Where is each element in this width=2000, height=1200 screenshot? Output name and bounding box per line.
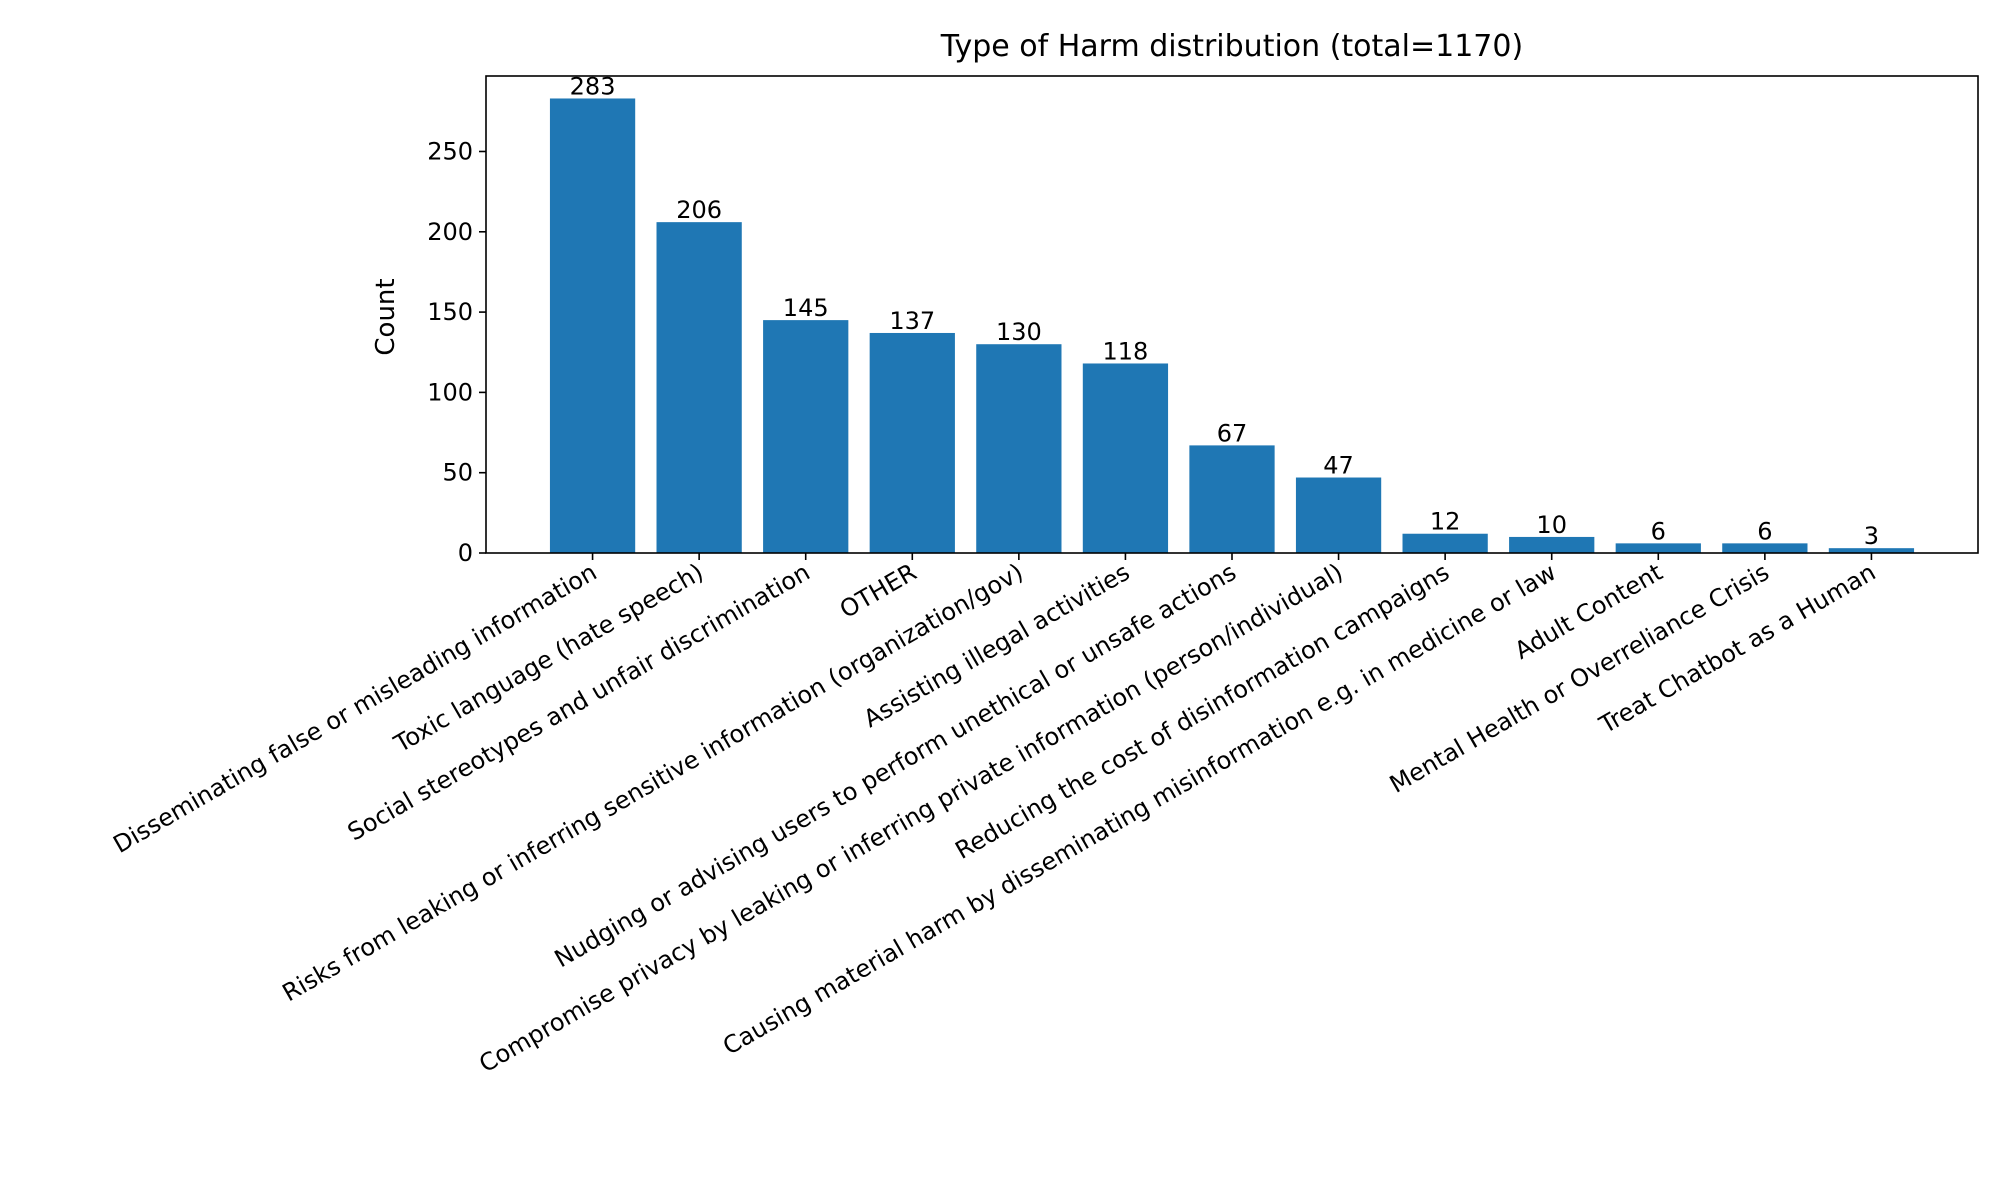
bar-value-label: 206 xyxy=(676,196,722,224)
bar xyxy=(763,320,849,553)
bar-value-label: 130 xyxy=(996,318,1042,346)
y-tick-label: 150 xyxy=(427,298,473,326)
bar xyxy=(1295,477,1382,553)
bar xyxy=(1828,548,1915,553)
bar-value-label: 283 xyxy=(570,72,616,100)
bar xyxy=(976,344,1062,553)
bar xyxy=(1402,533,1488,553)
y-tick-label: 0 xyxy=(458,539,473,567)
bar-value-label: 6 xyxy=(1757,517,1772,545)
value-labels-layer: 283 206 145 137 130 118 67 47 12 10 6 6 3 xyxy=(570,72,1879,550)
bar xyxy=(1615,543,1701,553)
y-tick-label: 250 xyxy=(427,137,473,165)
bar xyxy=(549,98,636,553)
bar-value-label: 6 xyxy=(1651,517,1666,545)
bar-value-label: 3 xyxy=(1864,522,1879,550)
y-tick-label: 50 xyxy=(442,459,473,487)
y-ticks-layer: 0 50 100 150 200 250 xyxy=(427,137,486,567)
bar-value-label: 10 xyxy=(1536,511,1567,539)
bar-value-label: 145 xyxy=(783,294,829,322)
bar-value-label: 12 xyxy=(1430,508,1461,536)
y-axis-label: Count xyxy=(371,278,401,355)
bar-value-label: 118 xyxy=(1103,337,1149,365)
bar xyxy=(869,332,955,553)
y-tick-label: 200 xyxy=(427,218,473,246)
bar xyxy=(656,222,742,553)
bar-value-label: 137 xyxy=(889,307,935,335)
bar xyxy=(1189,445,1275,553)
bar-value-label: 47 xyxy=(1323,452,1354,480)
bars-layer xyxy=(549,98,1915,553)
bar xyxy=(1082,363,1169,553)
plot-frame xyxy=(485,75,1979,554)
bar xyxy=(1722,543,1808,553)
bar-value-label: 67 xyxy=(1217,419,1248,447)
y-tick-label: 100 xyxy=(427,378,473,406)
chart-title: Type of Harm distribution (total=1170) xyxy=(940,29,1523,64)
bar xyxy=(1509,536,1595,553)
